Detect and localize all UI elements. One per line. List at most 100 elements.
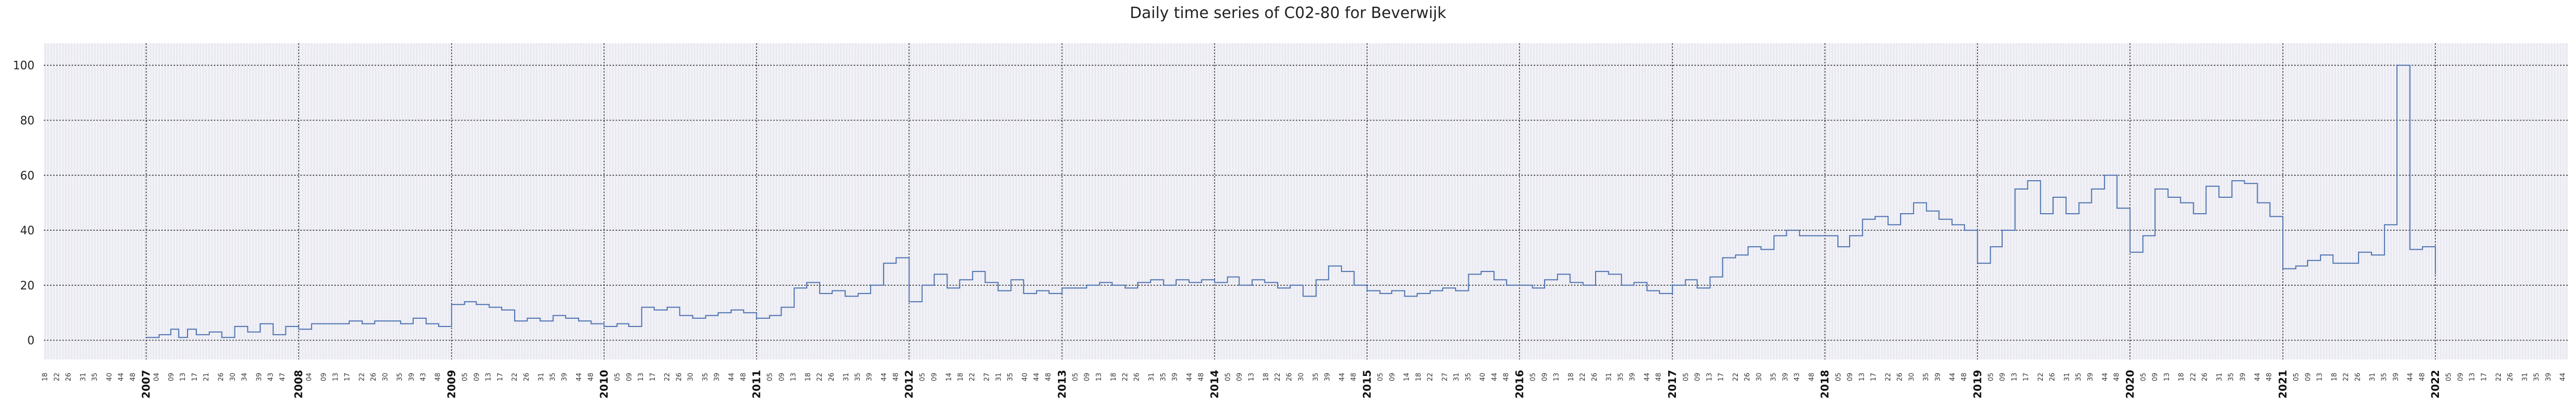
week-tick-label: 44	[1033, 373, 1041, 382]
week-tick-label: 48	[2266, 373, 2274, 382]
year-tick-label: 2022	[2429, 370, 2442, 399]
week-tick-label: 26	[828, 373, 836, 382]
week-tick-label: 13	[1553, 373, 1561, 382]
data-point	[806, 282, 807, 283]
week-tick-label: 26	[523, 373, 531, 382]
week-tick-label: 39	[1172, 373, 1179, 382]
week-tick-label: 09	[2151, 373, 2159, 382]
week-tick-label: 09	[1388, 373, 1396, 382]
week-tick-label: 48	[1808, 373, 1816, 382]
year-tick-label: 2021	[2277, 370, 2289, 399]
plot-area	[44, 43, 2568, 359]
week-tick-label: 14	[945, 373, 953, 382]
data-point	[1964, 230, 1965, 231]
data-point	[769, 315, 770, 316]
week-tick-label: 22	[2190, 373, 2197, 382]
data-point	[260, 323, 261, 324]
week-tick-label: 39	[1782, 373, 1789, 382]
y-tick-label: 0	[27, 335, 35, 348]
week-tick-label: 13	[1858, 373, 1866, 382]
week-tick-label: 13	[485, 373, 493, 382]
week-tick-label: 31	[1453, 373, 1461, 382]
week-tick-label: 09	[778, 373, 786, 382]
data-point	[438, 326, 439, 327]
week-tick-label: 30	[1908, 373, 1916, 382]
week-tick-label: 44	[1491, 373, 1499, 382]
data-point	[1455, 290, 1456, 291]
week-tick-label: 26	[370, 373, 378, 382]
week-tick-label: 48	[587, 373, 595, 382]
week-tick-label: 05	[767, 373, 774, 382]
week-tick-label: 35	[854, 373, 862, 382]
week-tick-label: 05	[462, 373, 469, 382]
week-tick-label: 13	[1706, 373, 1714, 382]
week-tick-label: 39	[2392, 373, 2400, 382]
week-tick-label: 26	[65, 373, 73, 382]
week-tick-label: 26	[2201, 373, 2209, 382]
week-tick-label: 47	[279, 373, 286, 382]
week-tick-label: 39	[1934, 373, 1942, 382]
year-tick-label: 2011	[751, 370, 763, 399]
week-tick-label: 17	[344, 373, 351, 382]
week-tick-label: 26	[1896, 373, 1904, 382]
week-tick-label: 31	[2216, 373, 2224, 382]
data-point	[187, 329, 188, 330]
week-tick-label: 22	[2495, 373, 2503, 382]
y-tick-label: 40	[20, 225, 35, 237]
data-point	[2091, 188, 2092, 190]
week-tick-label: 17	[191, 373, 199, 382]
week-tick-label: 05	[919, 373, 927, 382]
week-tick-label: 09	[1694, 373, 1702, 382]
week-tick-label: 40	[1021, 373, 1029, 382]
data-point	[2027, 180, 2028, 181]
week-tick-label: 26	[1591, 373, 1599, 382]
week-tick-label: 39	[2239, 373, 2247, 382]
week-tick-label: 31	[842, 373, 850, 382]
week-tick-label: 26	[1286, 373, 1294, 382]
data-point	[2257, 202, 2258, 203]
week-tick-label: 13	[637, 373, 645, 382]
week-tick-label: 31	[2063, 373, 2071, 382]
data-point	[2193, 213, 2194, 214]
week-tick-label: 31	[995, 373, 1003, 382]
data-point	[1900, 213, 1901, 214]
week-tick-label: 22	[2037, 373, 2045, 382]
week-tick-label: 48	[2113, 373, 2121, 382]
week-tick-label: 44	[2254, 373, 2262, 382]
week-tick-label: 44	[1643, 373, 1651, 382]
data-point	[2244, 183, 2245, 184]
week-tick-label: 31	[2369, 373, 2377, 382]
week-tick-label: 35	[396, 373, 404, 382]
week-tick-label: 26	[1744, 373, 1752, 382]
data-point	[476, 304, 477, 305]
week-tick-label: 26	[2506, 373, 2514, 382]
week-tick-label: 17	[2480, 373, 2488, 382]
data-point	[451, 304, 452, 305]
week-tick-label: 39	[714, 373, 721, 382]
week-tick-label: 14	[1403, 373, 1411, 382]
week-tick-label: 09	[473, 373, 481, 382]
week-tick-label: 35	[2228, 373, 2235, 382]
week-tick-label: 43	[267, 373, 275, 382]
data-point	[298, 329, 299, 330]
data-point	[311, 323, 312, 324]
week-tick-label: 35	[2075, 373, 2083, 382]
year-tick-label: 2016	[1513, 370, 1526, 399]
week-tick-label: 39	[866, 373, 874, 382]
week-tick-label: 26	[2049, 373, 2057, 382]
week-tick-label: 39	[561, 373, 569, 382]
data-point	[2040, 213, 2041, 214]
y-tick-label: 80	[20, 114, 35, 127]
year-tick-label: 2008	[293, 370, 305, 399]
week-tick-label: 48	[892, 373, 900, 382]
week-tick-label: 44	[880, 373, 888, 382]
year-tick-label: 2007	[140, 370, 152, 399]
week-tick-label: 13	[2316, 373, 2324, 382]
week-tick-label: 35	[549, 373, 557, 382]
year-tick-label: 2018	[1819, 370, 1831, 399]
data-point	[985, 282, 986, 283]
week-tick-label: 43	[420, 373, 428, 382]
data-point	[178, 337, 179, 338]
week-tick-label: 09	[1999, 373, 2007, 382]
